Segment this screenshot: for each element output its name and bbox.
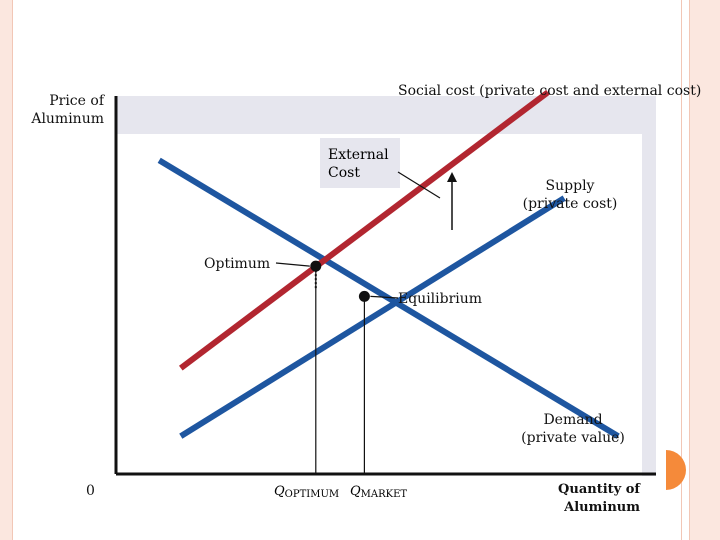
optimum-connector bbox=[275, 262, 310, 267]
plot-shade-right bbox=[642, 96, 656, 476]
right-frame-line-inner bbox=[681, 0, 682, 540]
external-cost-label: External Cost bbox=[328, 147, 389, 181]
q-optimum-tick-label: QOPTIMUM bbox=[274, 484, 340, 500]
equilibrium-point bbox=[358, 290, 370, 302]
q-market-tick-label: QMARKET bbox=[350, 484, 408, 500]
right-frame-line bbox=[689, 0, 690, 540]
external-cost-pointer bbox=[397, 171, 441, 199]
right-frame-band bbox=[690, 0, 720, 540]
x-axis-label: Quantity of Aluminum bbox=[558, 482, 640, 515]
optimum-point bbox=[310, 260, 322, 272]
left-frame-line bbox=[12, 0, 13, 540]
external-cost-box bbox=[320, 138, 400, 188]
optimum-label: Optimum bbox=[204, 256, 271, 272]
equilibrium-label: Equilibrium bbox=[398, 291, 483, 307]
series-line-supply bbox=[179, 195, 566, 439]
origin-label: 0 bbox=[86, 483, 95, 499]
left-frame-band bbox=[0, 0, 12, 540]
plot-shade-top bbox=[116, 96, 656, 134]
y-axis-label: Price of Aluminum bbox=[31, 93, 104, 127]
series-line-demand bbox=[157, 157, 620, 439]
external-cost-arrow-head bbox=[447, 172, 457, 182]
supply-label: Supply (private cost) bbox=[522, 178, 618, 212]
social-cost-label: Social cost (private cost and external c… bbox=[398, 83, 702, 99]
equilibrium-connector bbox=[370, 295, 399, 299]
demand-label: Demand (private value) bbox=[521, 412, 625, 446]
series-line-social-cost bbox=[178, 89, 550, 371]
